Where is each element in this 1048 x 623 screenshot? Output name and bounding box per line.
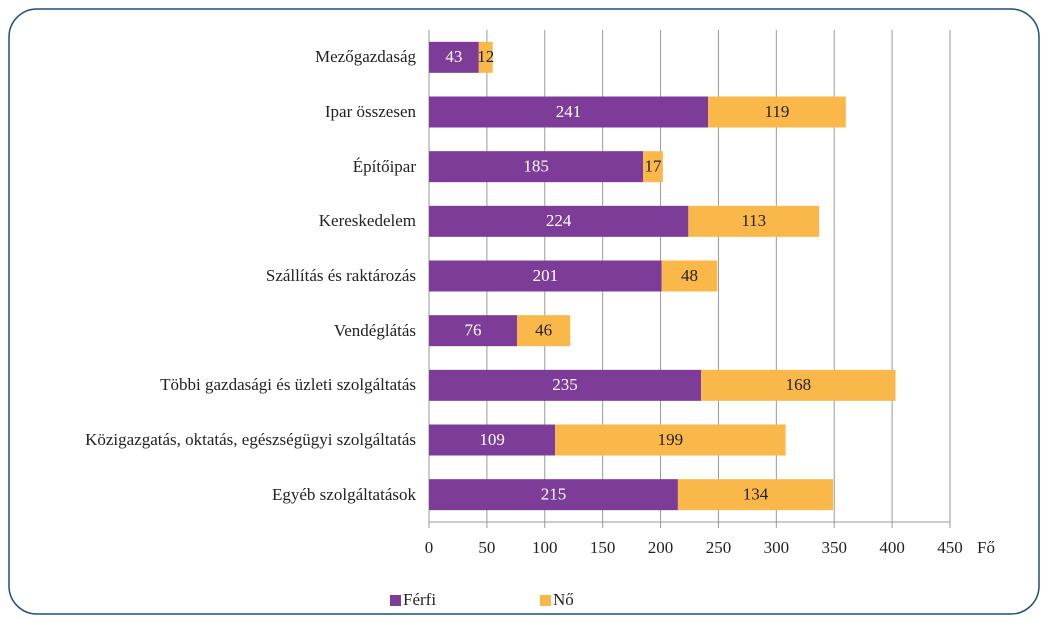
legend-label: Férfi bbox=[403, 590, 436, 609]
data-label: 46 bbox=[535, 321, 552, 340]
bar-segment bbox=[701, 369, 896, 401]
x-tick-label: 150 bbox=[590, 538, 616, 557]
x-tick-label: 350 bbox=[821, 538, 847, 557]
frame bbox=[8, 8, 1040, 615]
y-tick-label: Egyéb szolgáltatások bbox=[272, 484, 416, 504]
bar-segment bbox=[429, 96, 709, 128]
bar-segment bbox=[429, 151, 644, 183]
legend-label: Nő bbox=[553, 590, 574, 609]
data-label: 12 bbox=[477, 47, 494, 66]
x-tick-label: 0 bbox=[425, 538, 434, 557]
data-label: 43 bbox=[445, 47, 462, 66]
data-label: 185 bbox=[523, 157, 549, 176]
data-label: 119 bbox=[764, 102, 789, 121]
y-tick-label-box: Közigazgatás, oktatás, egészségügyi szol… bbox=[40, 415, 416, 465]
data-label: 113 bbox=[741, 211, 766, 230]
data-label: 76 bbox=[464, 321, 481, 340]
data-label: 215 bbox=[541, 485, 567, 504]
y-tick-label: Ipar összesen bbox=[324, 102, 416, 121]
y-tick-label-box: Kereskedelem bbox=[40, 196, 416, 246]
y-tick-label-box: Építőipar bbox=[40, 142, 416, 192]
y-tick-label: Többi gazdasági és üzleti szolgáltatás bbox=[160, 375, 416, 395]
bar-segment bbox=[516, 315, 571, 347]
x-tick-label: 200 bbox=[648, 538, 674, 557]
bar-segment bbox=[677, 479, 834, 511]
y-tick-label-box: Ipar összesen bbox=[40, 87, 416, 137]
legend-swatch bbox=[390, 595, 401, 606]
x-tick-label: 300 bbox=[764, 538, 790, 557]
data-label: 224 bbox=[546, 211, 572, 230]
bar-segment bbox=[555, 424, 786, 456]
x-tick-label: 400 bbox=[879, 538, 905, 557]
bar-segment bbox=[429, 424, 556, 456]
bar-segment bbox=[643, 151, 663, 183]
data-label: 168 bbox=[786, 375, 812, 394]
bar-segment bbox=[429, 41, 479, 73]
x-axis-label: Fő bbox=[977, 538, 995, 557]
y-tick-label: Vendéglátás bbox=[333, 320, 416, 340]
bar-segment bbox=[429, 479, 678, 511]
data-label: 199 bbox=[658, 430, 684, 449]
legend-swatch bbox=[540, 595, 551, 606]
y-tick-label: Közigazgatás, oktatás, egészségügyi szol… bbox=[85, 430, 416, 449]
data-label: 48 bbox=[681, 266, 698, 285]
y-tick-label-box: Szállítás és raktározás bbox=[40, 251, 416, 301]
y-tick-label: Szállítás és raktározás bbox=[265, 266, 416, 285]
x-tick-label: 250 bbox=[706, 538, 732, 557]
data-label: 241 bbox=[556, 102, 582, 121]
y-tick-label-box: Mezőgazdaság bbox=[40, 32, 416, 82]
bar-segment bbox=[429, 315, 517, 347]
data-label: 235 bbox=[552, 375, 578, 394]
data-label: 134 bbox=[743, 485, 769, 504]
y-tick-label: Építőipar bbox=[352, 156, 416, 176]
bar-segment bbox=[429, 205, 689, 237]
y-tick-label-box: Vendéglátás bbox=[40, 306, 416, 356]
bar-segment bbox=[708, 96, 846, 128]
y-tick-label: Mezőgazdaság bbox=[314, 47, 416, 67]
data-label: 17 bbox=[645, 157, 663, 176]
bar-segment bbox=[429, 369, 702, 401]
x-tick-label: 450 bbox=[937, 538, 963, 557]
bar-segment bbox=[478, 41, 493, 73]
y-tick-label: Kereskedelem bbox=[318, 211, 416, 231]
bar-segment bbox=[661, 260, 718, 292]
data-label: 201 bbox=[533, 266, 559, 285]
y-tick-label-box: Egyéb szolgáltatások bbox=[40, 470, 416, 520]
bar-segment bbox=[429, 260, 662, 292]
data-label: 109 bbox=[479, 430, 505, 449]
x-tick-label: 100 bbox=[532, 538, 558, 557]
y-tick-label-box: Többi gazdasági és üzleti szolgáltatás bbox=[40, 360, 416, 410]
bar-segment bbox=[688, 205, 820, 237]
x-tick-label: 50 bbox=[478, 538, 495, 557]
